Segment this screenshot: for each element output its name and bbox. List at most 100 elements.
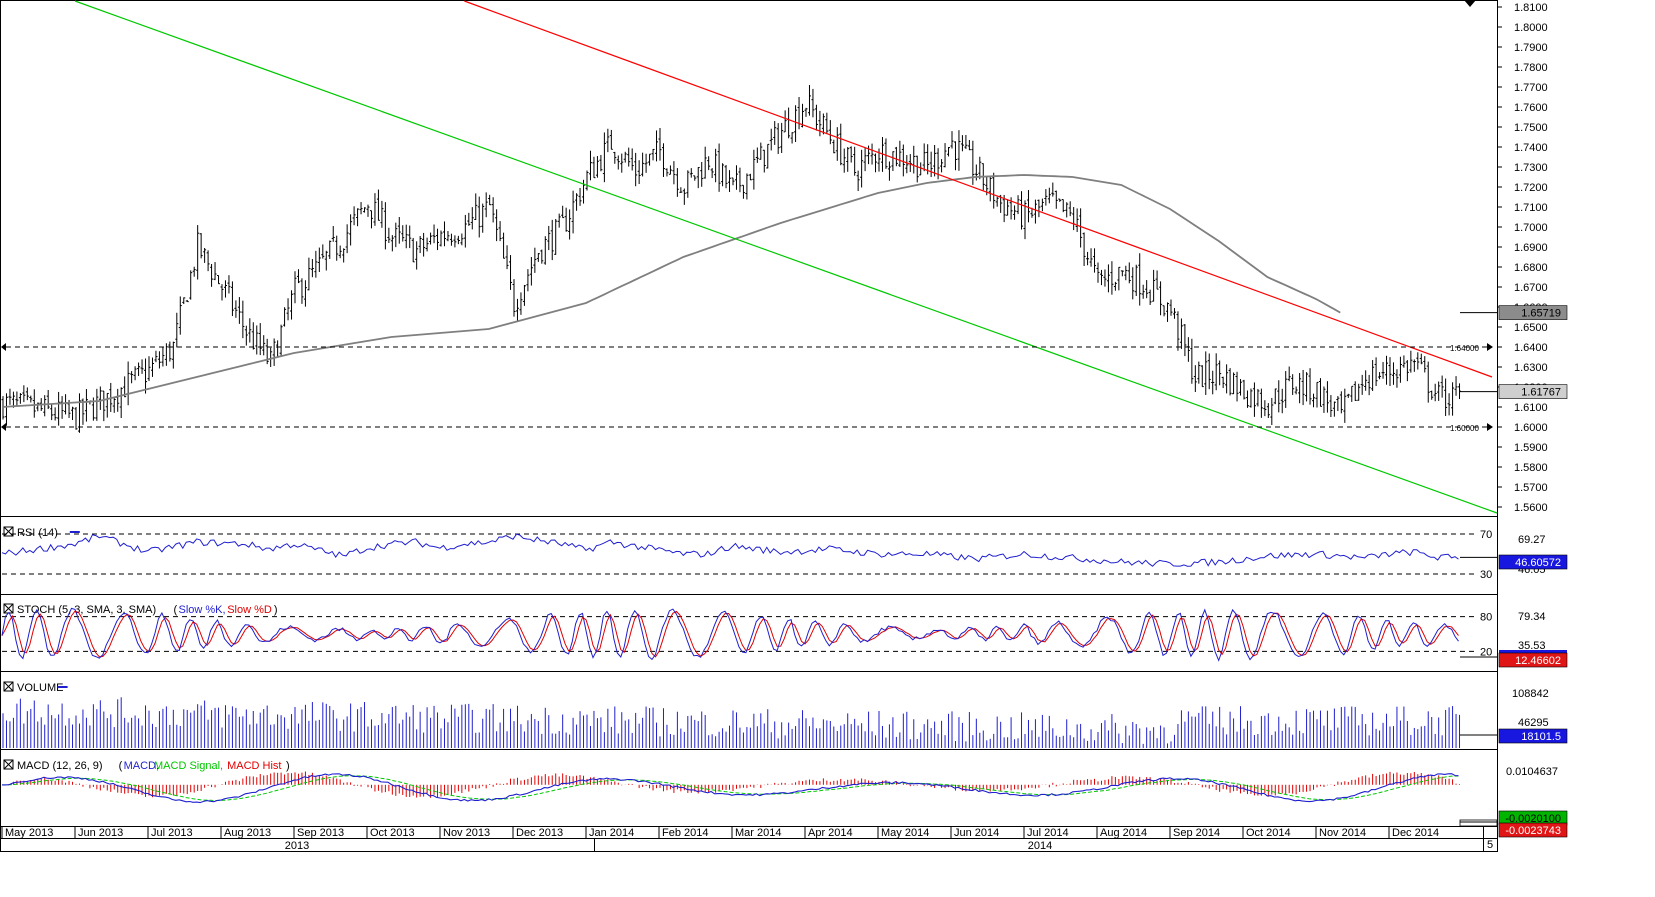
price-bar	[46, 389, 50, 410]
price-bar	[446, 231, 450, 242]
price-bar	[1312, 393, 1316, 408]
price-tick-label: 1.6400	[1514, 342, 1548, 354]
price-bar	[710, 168, 714, 179]
price-bar	[432, 224, 436, 244]
level-arrow-right	[1487, 343, 1493, 351]
panel-title: RSI (14)	[17, 527, 58, 539]
price-bar	[1127, 262, 1131, 284]
price-bar	[81, 398, 85, 425]
price-bar	[992, 172, 996, 209]
price-bar	[223, 280, 227, 298]
price-tick-label: 1.5700	[1514, 482, 1548, 494]
price-bar	[894, 146, 898, 167]
price-bar	[717, 143, 721, 192]
price-bar	[1002, 194, 1006, 223]
price-bar	[467, 212, 471, 226]
price-bar	[686, 170, 690, 198]
price-bar	[477, 196, 481, 238]
price-bar	[505, 245, 509, 270]
price-bar	[1339, 391, 1343, 414]
price-bar	[178, 296, 182, 335]
price-bar	[418, 235, 422, 254]
price-bar	[1093, 248, 1097, 273]
price-bar	[102, 390, 106, 422]
price-bar	[912, 145, 916, 174]
price-bar	[366, 204, 370, 217]
price-bar	[310, 259, 314, 278]
price-bar	[1239, 379, 1243, 396]
price-bar	[349, 214, 353, 246]
price-bar	[1447, 393, 1451, 416]
price-bar	[644, 153, 648, 173]
month-label: Nov 2013	[443, 827, 490, 839]
price-bar	[700, 162, 704, 187]
price-bar	[1228, 368, 1232, 396]
price-bar	[1287, 366, 1291, 382]
price-bar	[119, 387, 123, 419]
price-bar	[182, 297, 186, 305]
price-bar	[1172, 308, 1176, 319]
level-label: 1.60000	[1450, 424, 1479, 433]
price-bar	[1371, 360, 1375, 391]
level-label: 1.64000	[1450, 344, 1479, 353]
price-bar	[863, 147, 867, 172]
price-bar	[1120, 270, 1124, 277]
price-bar	[481, 203, 485, 233]
price-bar	[199, 233, 203, 259]
price-tick-label: 1.5800	[1514, 462, 1548, 474]
price-bar	[126, 361, 130, 406]
price-bar	[230, 281, 234, 317]
rsi-title: RSI (14)	[3, 526, 80, 539]
price-tick-label: 1.5600	[1514, 502, 1548, 514]
price-bar	[234, 300, 238, 318]
price-bar	[1054, 190, 1058, 209]
price-bar	[189, 270, 193, 300]
price-bar	[613, 151, 617, 164]
price-bar	[828, 120, 832, 145]
year-label: 2014	[1028, 840, 1052, 852]
price-bar	[947, 147, 951, 157]
price-bar	[606, 128, 610, 153]
price-bar	[1030, 207, 1034, 218]
price-bar	[731, 177, 735, 186]
price-bar	[752, 149, 756, 190]
price-bar	[1294, 386, 1298, 395]
price-bar	[874, 153, 878, 173]
panel-legend-item: MACD Signal,	[154, 760, 223, 772]
price-bar	[77, 393, 81, 433]
price-bar	[648, 153, 652, 166]
volume-title: VOLUME	[3, 681, 68, 694]
price-bar	[1134, 264, 1138, 297]
price-bar	[1020, 191, 1024, 230]
price-bar	[1148, 289, 1152, 305]
price-bar	[1263, 400, 1267, 417]
price-bar	[1218, 360, 1222, 386]
month-label: Dec 2013	[516, 827, 563, 839]
price-bar	[1308, 368, 1312, 405]
price-bar	[1291, 374, 1295, 395]
price-bar	[50, 404, 54, 421]
price-bar	[658, 128, 662, 161]
price-bar	[1058, 198, 1062, 202]
panel-legend-item: MACD Hist	[227, 760, 281, 772]
price-bar	[290, 290, 294, 320]
macd-leader-box	[1459, 819, 1498, 827]
price-bar	[422, 232, 426, 257]
price-bar	[387, 227, 391, 243]
price-bar	[1190, 338, 1194, 384]
price-bar	[627, 147, 631, 167]
price-bar	[1197, 361, 1201, 384]
price-bar	[342, 248, 346, 263]
price-bar	[1152, 269, 1156, 302]
price-bar	[60, 396, 64, 419]
price-bar	[887, 161, 891, 181]
price-bar	[773, 121, 777, 145]
price-bar	[522, 284, 526, 306]
price-bar	[571, 190, 575, 234]
legend-paren: )	[286, 760, 290, 772]
level-arrow-left	[1, 423, 6, 431]
price-tick-label: 1.6000	[1514, 422, 1548, 434]
price-bar	[1117, 266, 1121, 291]
price-bar	[74, 406, 78, 430]
price-bar	[1402, 355, 1406, 368]
